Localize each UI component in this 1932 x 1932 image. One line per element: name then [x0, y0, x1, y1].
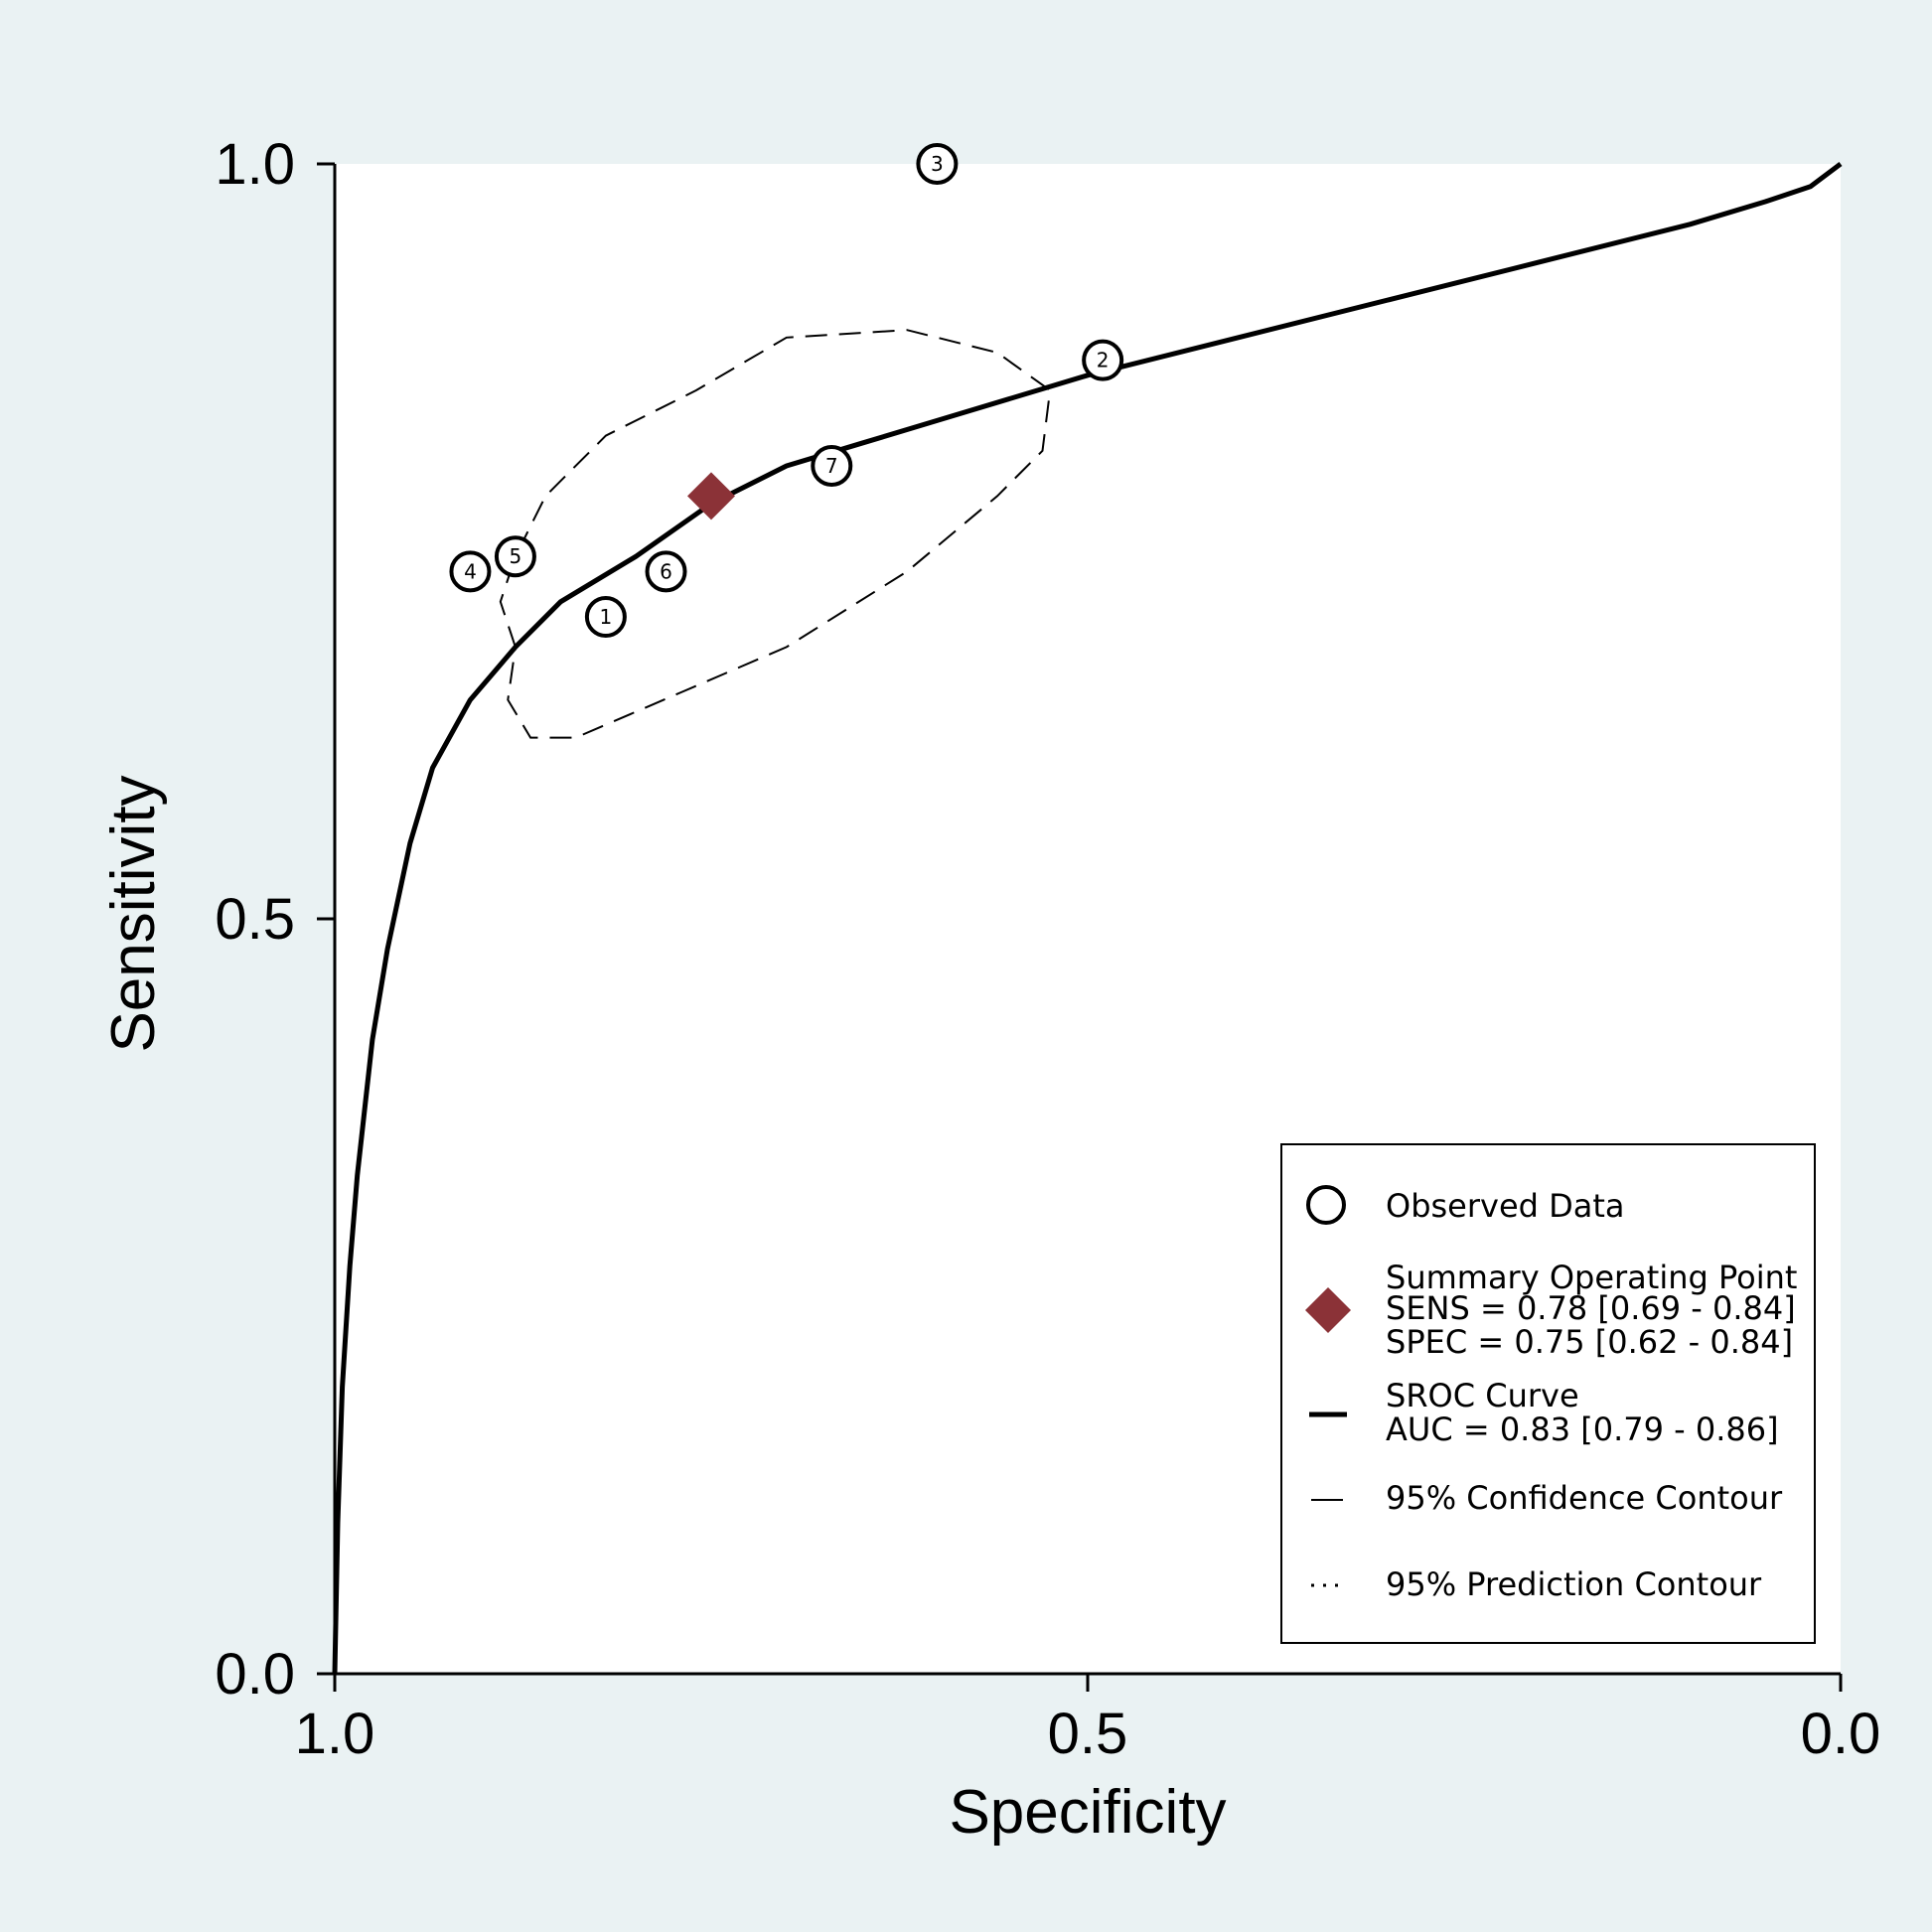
x-tick-label-0: 1.0: [295, 1702, 375, 1766]
legend-confidence-label: 95% Confidence Contour: [1386, 1479, 1783, 1517]
legend-summary-sens: SENS = 0.78 [0.69 - 0.84]: [1386, 1289, 1796, 1327]
study-label-1: 1: [600, 605, 613, 629]
study-label-2: 2: [1097, 349, 1110, 372]
study-label-6: 6: [660, 559, 672, 583]
study-point-3: 3: [916, 143, 959, 185]
y-tick-label-2: 1.0: [215, 132, 295, 197]
legend-summary-title: Summary Operating Point: [1386, 1259, 1797, 1296]
study-marker-4: [449, 550, 492, 593]
y-axis-title: Sensitivity: [99, 775, 168, 1052]
study-marker-6: [645, 550, 687, 593]
study-point-1: 1: [584, 596, 627, 638]
study-point-7: 7: [811, 445, 853, 487]
study-point-4: 4: [449, 550, 492, 593]
study-marker-5: [494, 535, 536, 578]
legend-summary-marker: [1305, 1287, 1351, 1333]
y-tick-label-0: 0.0: [215, 1642, 295, 1707]
study-label-5: 5: [510, 544, 522, 568]
y-tick-label-1: 0.5: [215, 887, 295, 952]
legend-observed-marker: [1306, 1185, 1346, 1225]
axes-layer: 1.0 0.5 0.0 0.0 0.5 1.0: [215, 132, 1880, 1766]
legend-sroc-title: SROC Curve: [1386, 1377, 1579, 1414]
x-tick-label-2: 0.0: [1801, 1702, 1881, 1766]
x-axis-title: Specificity: [949, 1778, 1226, 1847]
legend: Observed Data Summary Operating Point SE…: [1280, 1143, 1816, 1644]
study-point-6: 6: [645, 550, 687, 593]
summary-operating-point: [687, 472, 735, 520]
study-marker-1: [584, 596, 627, 638]
legend-prediction-label: 95% Prediction Contour: [1386, 1565, 1762, 1603]
legend-summary-spec: SPEC = 0.75 [0.62 - 0.84]: [1386, 1323, 1793, 1361]
study-point-2: 2: [1082, 339, 1124, 381]
study-label-3: 3: [931, 152, 944, 176]
sroc-curve: [332, 162, 1843, 1675]
x-tick-label-1: 0.5: [1048, 1702, 1128, 1766]
study-label-4: 4: [464, 559, 477, 583]
study-marker-2: [1082, 339, 1124, 381]
points-layer: 1 2 3 4 5 6 7: [449, 143, 1124, 638]
study-marker-7: [811, 445, 853, 487]
curve-layer: [332, 162, 1843, 1675]
legend-observed-label: Observed Data: [1386, 1187, 1625, 1225]
study-marker-3: [916, 143, 959, 185]
legend-box: [1280, 1143, 1816, 1644]
legend-sroc-auc: AUC = 0.83 [0.79 - 0.86]: [1386, 1411, 1779, 1448]
study-label-7: 7: [825, 454, 838, 478]
study-point-5: 5: [494, 535, 536, 578]
